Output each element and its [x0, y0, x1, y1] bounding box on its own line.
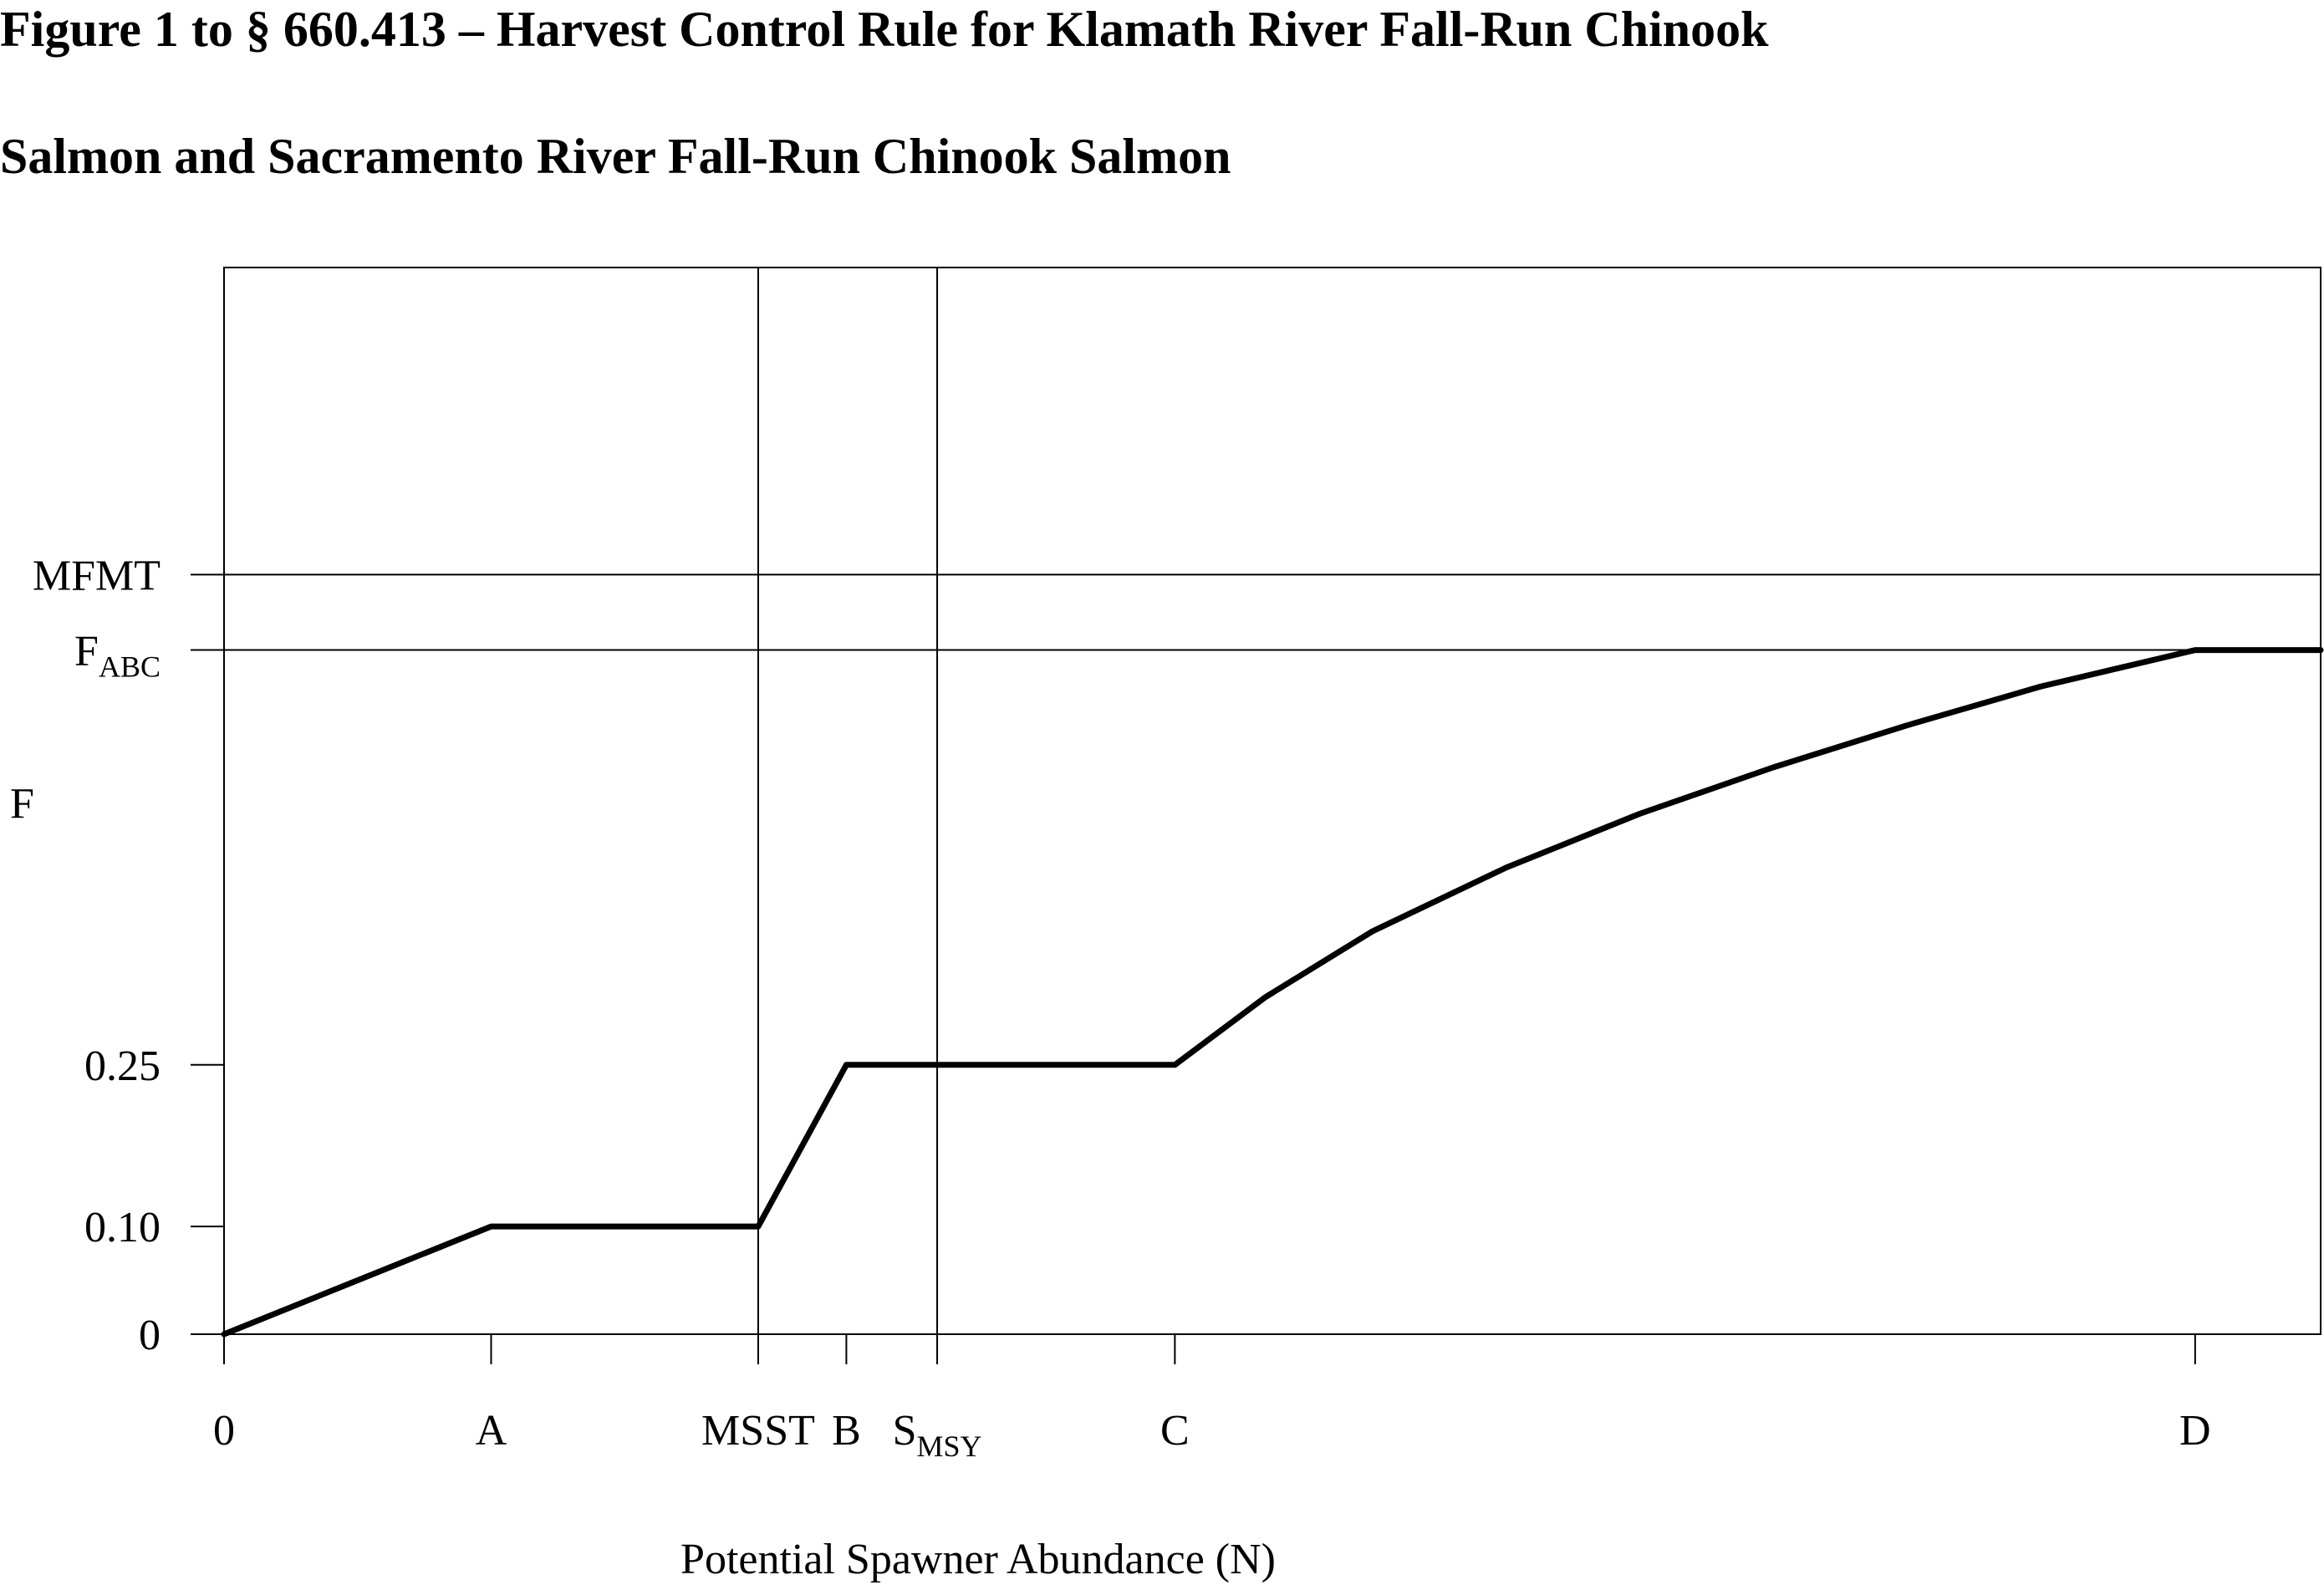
y-tick-label-f-abc: FABC	[74, 628, 161, 684]
y-tick-label-0-10: 0.10	[84, 1204, 161, 1251]
x-tick-label-msst: MSST	[701, 1407, 815, 1455]
x-tick-label-0: 0	[213, 1407, 235, 1455]
x-tick-label-b: B	[832, 1407, 861, 1455]
x-tick-label-s-msy: SMSY	[893, 1407, 982, 1463]
chart-title-line-1: Figure 1 to § 660.413 – Harvest Control …	[0, 2, 1769, 57]
plot-frame	[223, 267, 2321, 1335]
y-tick-label-0: 0	[139, 1312, 161, 1359]
x-tick-label-a: A	[476, 1407, 507, 1455]
harvest-control-rule-line	[221, 647, 2324, 1338]
x-tick-label-c: C	[1160, 1407, 1190, 1455]
y-tick-label-0-25: 0.25	[84, 1042, 161, 1090]
x-axis-title: Potential Spawner Abundance (N)	[680, 1536, 1276, 1583]
y-tick-label-mfmt: MFMT	[33, 552, 161, 599]
y-axis-title: F	[10, 780, 34, 828]
chart-title-line-2: Salmon and Sacramento River Fall-Run Chi…	[0, 129, 1231, 184]
x-tick-label-d: D	[2179, 1407, 2211, 1455]
